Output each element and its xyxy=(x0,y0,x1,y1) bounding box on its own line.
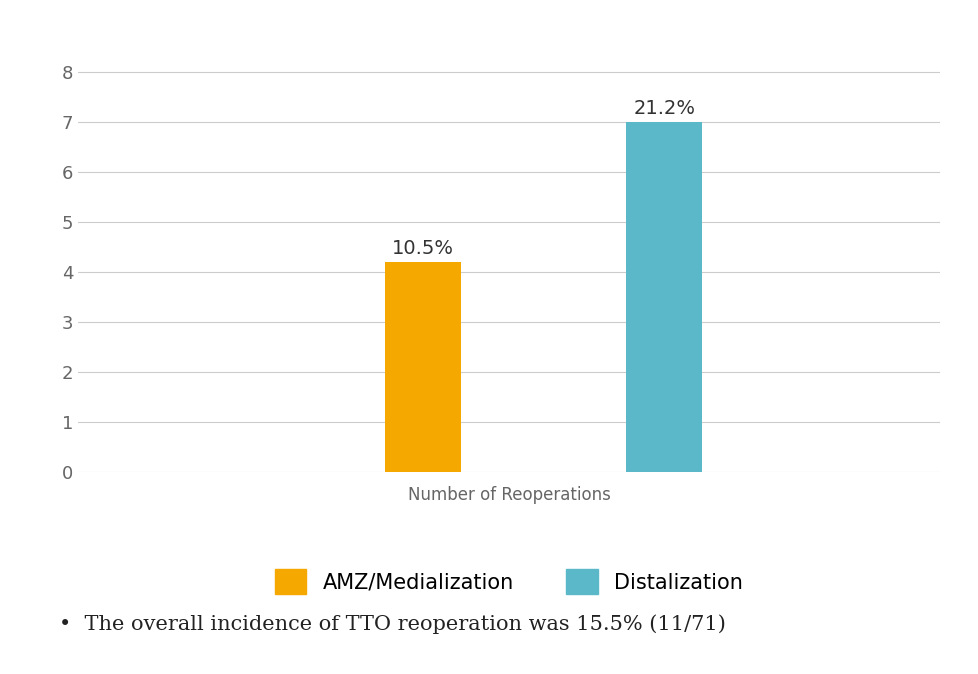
X-axis label: Number of Reoperations: Number of Reoperations xyxy=(407,486,610,503)
Text: 21.2%: 21.2% xyxy=(633,99,694,118)
Bar xyxy=(384,262,461,472)
Text: •  The overall incidence of TTO reoperation was 15.5% (11/71): • The overall incidence of TTO reoperati… xyxy=(59,614,725,634)
Legend: AMZ/Medialization, Distalization: AMZ/Medialization, Distalization xyxy=(264,559,753,605)
Text: 10.5%: 10.5% xyxy=(391,239,454,258)
Bar xyxy=(626,122,701,472)
